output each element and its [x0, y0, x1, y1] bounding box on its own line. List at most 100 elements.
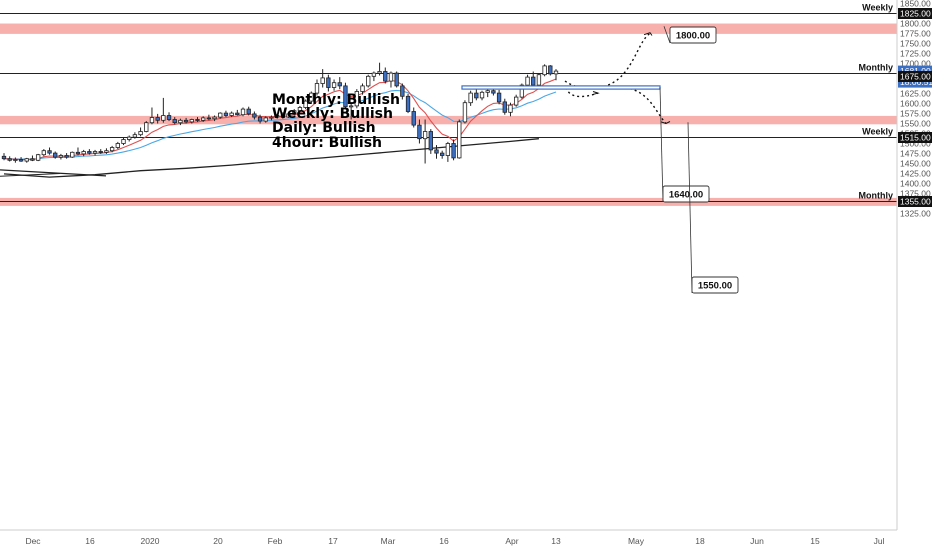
range-box-1640[interactable] — [461, 85, 661, 90]
candle-body — [127, 136, 132, 140]
price-tick-label: 1425.00 — [900, 169, 931, 179]
price-tick-label: 1775.00 — [900, 29, 931, 39]
candle-body — [474, 92, 479, 99]
trend-bias-text: Monthly: Bullish Weekly: Bullish Daily: … — [272, 92, 400, 151]
candle-body — [121, 139, 126, 144]
candle-body — [58, 155, 64, 158]
candle-body — [451, 143, 456, 159]
trend-line-old — [0, 169, 107, 177]
bias-daily: Daily: Bullish — [272, 120, 376, 136]
candle-body — [428, 131, 433, 151]
callout-1640-pointer — [659, 87, 664, 203]
candle-body — [183, 119, 189, 123]
candle-body — [457, 121, 462, 159]
level-tag-1355[interactable] — [898, 196, 932, 207]
supply-demand-zones — [0, 23, 897, 206]
level-tag-1675[interactable] — [898, 71, 932, 82]
price-tick-label: 1400.00 — [900, 179, 931, 189]
candle-body — [553, 70, 559, 75]
time-tick-label: 16 — [85, 536, 95, 546]
candle-body — [81, 151, 86, 155]
callout-1640-box[interactable] — [662, 185, 710, 203]
candle-body — [246, 108, 251, 115]
level-tag-1825[interactable] — [898, 8, 932, 19]
candle-body — [491, 90, 496, 94]
price-tick-label: 1800.00 — [900, 19, 931, 29]
candle-body — [485, 90, 490, 93]
price-tick-label: 1575.00 — [900, 109, 931, 119]
time-tick-label: Mar — [381, 536, 396, 546]
candle-body — [13, 159, 18, 161]
bias-4hour: 4hour: Bullish — [272, 135, 382, 151]
callout-1550-box[interactable] — [691, 276, 739, 294]
price-tick-label: 1600.00 — [900, 99, 931, 109]
time-tick-label: Jun — [750, 536, 764, 546]
callout-1800-text: 1800.00 — [676, 31, 710, 42]
price-axis[interactable]: 1850.001825.001800.001775.001750.001725.… — [896, 0, 932, 550]
candle-body — [320, 77, 325, 84]
level-tag-1825-text: 1825.00 — [900, 9, 931, 19]
candle-body — [269, 116, 274, 119]
candle-body — [30, 158, 35, 161]
level-label: Monthly — [859, 191, 894, 201]
price-tick-label: 1750.00 — [900, 39, 931, 49]
candle-body — [326, 77, 331, 88]
candlestick-series — [1, 62, 559, 164]
candle-body — [53, 152, 58, 158]
bias-monthly: Monthly: Bullish — [272, 92, 400, 108]
callout-1550-pointer — [687, 122, 693, 294]
price-tick-label: 1625.00 — [900, 89, 931, 99]
candle-body — [18, 159, 24, 162]
projection-path-up — [564, 32, 651, 90]
candle-body — [75, 151, 81, 155]
candle-body — [41, 150, 46, 156]
candle-body — [144, 122, 149, 132]
candle-body — [235, 112, 240, 116]
arrow-head-icon — [591, 91, 600, 96]
bias-weekly: Weekly: Bullish — [272, 106, 393, 122]
price-axis-bg — [897, 0, 932, 550]
candle-body — [360, 85, 365, 92]
time-tick-label: 2020 — [141, 536, 160, 546]
candle-body — [7, 158, 12, 161]
candle-body — [229, 112, 234, 116]
time-axis[interactable]: Dec 16 2020 20 Feb 17 Mar 16 Apr 13 May 18 Jun 15 Jul — [0, 529, 897, 546]
callout-1800-box[interactable] — [669, 26, 717, 44]
candle-body — [400, 85, 405, 97]
level-tag-1515[interactable] — [898, 132, 932, 143]
candle-body — [223, 112, 229, 116]
candle-body — [64, 155, 69, 158]
candle-body — [337, 82, 342, 87]
time-tick-label: Jul — [874, 536, 885, 546]
candle-body — [309, 92, 314, 102]
candle-body — [531, 76, 536, 86]
candle-body — [354, 91, 359, 107]
countdown-tag[interactable] — [898, 76, 932, 88]
candle-body — [70, 151, 75, 158]
callout-1800-pointer — [663, 26, 671, 44]
time-tick-label: 17 — [328, 536, 338, 546]
candle-body — [303, 100, 308, 108]
candle-body — [286, 113, 291, 118]
candle-body — [172, 119, 177, 124]
price-callouts[interactable]: 1800.00 1640.00 1550.00 — [461, 26, 739, 294]
level-tag-1675-text: 1675.00 — [900, 72, 931, 82]
candle-body — [508, 104, 513, 113]
level-label: Weekly — [862, 3, 893, 13]
candle-body — [109, 147, 115, 152]
price-tick-label: 1450.00 — [900, 159, 931, 169]
candle-body — [274, 115, 280, 118]
candle-body — [348, 105, 354, 108]
candle-body — [536, 74, 542, 86]
candle-body — [440, 152, 445, 156]
candle-body — [263, 117, 268, 122]
candle-body — [502, 101, 507, 113]
candle-body — [366, 75, 371, 87]
time-tick-label: 18 — [695, 536, 705, 546]
candle-body — [87, 151, 92, 154]
arrow-head-icon — [660, 121, 671, 125]
candle-body — [206, 117, 212, 120]
candle-body — [525, 76, 530, 86]
arrow-head-icon — [643, 32, 653, 36]
